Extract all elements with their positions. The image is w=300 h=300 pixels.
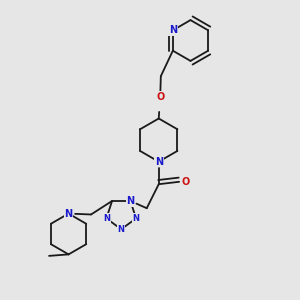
Text: N: N [155,157,163,167]
Text: N: N [169,25,177,35]
Text: N: N [64,208,73,219]
Text: N: N [103,214,110,223]
Text: O: O [182,177,190,187]
Text: N: N [126,196,134,206]
Text: O: O [156,92,164,102]
Text: N: N [118,225,125,234]
Text: N: N [133,214,140,223]
